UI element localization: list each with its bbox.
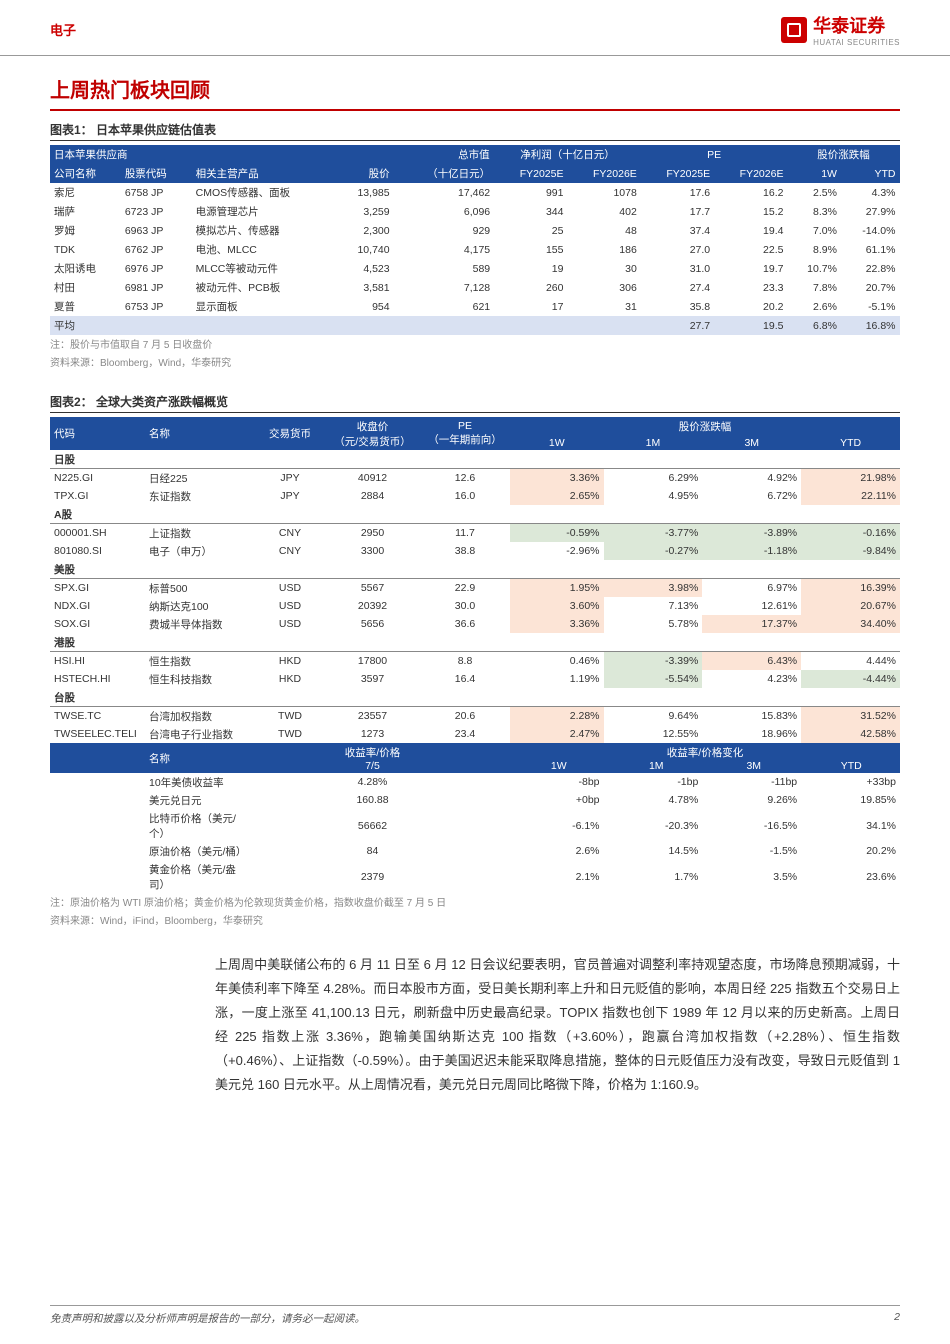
table-row: 夏普6753 JP显示面板954621173135.820.22.6%-5.1% — [50, 297, 900, 316]
body-paragraph: 上周周中美联储公布的 6 月 11 日至 6 月 12 日会议纪要表明，官员普遍… — [215, 953, 900, 1097]
table-row: TWSE.TC台湾加权指数TWD2355720.62.28%9.64%15.83… — [50, 707, 900, 726]
table-row: 原油价格（美元/桶）842.6%14.5%-1.5%20.2% — [50, 842, 900, 860]
t1-grp-supplier: 日本苹果供应商 — [50, 145, 337, 164]
t2-col-name: 名称 — [145, 417, 255, 450]
t1-grp-np: 净利润（十亿日元） — [494, 145, 641, 164]
t2-col-ccy: 交易货币 — [255, 417, 325, 450]
table-row: 瑞萨6723 JP电源管理芯片3,2596,09634440217.715.28… — [50, 202, 900, 221]
brand-name: 华泰证券 — [813, 12, 900, 38]
t1-grp-chg: 股价涨跌幅 — [787, 145, 899, 164]
t2m-ytd: YTD — [803, 760, 901, 772]
table-group-row: 美股 — [50, 560, 900, 579]
t2m-chggrp: 收益率/价格变化 — [510, 745, 900, 760]
t1-col-np26: FY2026E — [567, 164, 640, 183]
table-row: 太阳诱电6976 JPMLCC等被动元件4,523589193031.019.7… — [50, 259, 900, 278]
table-row-avg: 平均27.719.56.8%16.8% — [50, 316, 900, 335]
brand-logo-icon — [781, 17, 807, 43]
table-row: NDX.GI纳斯达克100USD2039230.03.60%7.13%12.61… — [50, 597, 900, 615]
table-row: 罗姆6963 JP模拟芯片、传感器2,300929254837.419.47.0… — [50, 221, 900, 240]
table2-note2: 资料来源：Wind，iFind，Bloomberg，华泰研究 — [50, 915, 900, 929]
table-row: HSI.HI恒生指数HKD178008.80.46%-3.39%6.43%4.4… — [50, 652, 900, 671]
page-number: 2 — [894, 1311, 900, 1326]
t1-grp-mcap: 总市值 — [394, 145, 495, 164]
table1-note2: 资料来源：Bloomberg，Wind，华泰研究 — [50, 357, 900, 371]
t2-col-m3: 3M — [702, 435, 801, 450]
t1-col-price: 股价 — [337, 164, 394, 183]
table-row: 黄金价格（美元/盎司）23792.1%1.7%3.5%23.6% — [50, 860, 900, 893]
t1-grp-pe: PE — [641, 145, 788, 164]
table-row: TDK6762 JP电池、MLCC10,7404,17515518627.022… — [50, 240, 900, 259]
t2-col-m1: 1M — [604, 435, 703, 450]
t2m-m3: 3M — [705, 760, 803, 772]
table-row: TWSEELEC.TELI台湾电子行业指数TWD127323.42.47%12.… — [50, 725, 900, 743]
table-group-row: A股 — [50, 505, 900, 524]
table1-note1: 注：股价与市值取自 7 月 5 日收盘价 — [50, 339, 900, 353]
t1-col-code: 股票代码 — [121, 164, 192, 183]
table-row: 10年美债收益率4.28%-8bp-1bp-11bp+33bp — [50, 773, 900, 791]
table-row: N225.GI日经225JPY4091212.63.36%6.29%4.92%2… — [50, 469, 900, 488]
table2-note1: 注：原油价格为 WTI 原油价格；黄金价格为伦敦现货黄金价格，指数收盘价截至 7… — [50, 897, 900, 911]
table1-caption: 图表1： 日本苹果供应链估值表 — [50, 121, 900, 141]
table-row: 801080.SI电子（申万）CNY330038.8-2.96%-0.27%-1… — [50, 542, 900, 560]
brand-block: 华泰证券 HUATAI SECURITIES — [781, 12, 900, 47]
section-title: 上周热门板块回顾 — [50, 74, 900, 111]
t2-col-close: 收盘价 （元/交易货币） — [325, 417, 420, 450]
table-row: TPX.GI东证指数JPY288416.02.65%4.95%6.72%22.1… — [50, 487, 900, 505]
page-header: 电子 华泰证券 HUATAI SECURITIES — [0, 0, 950, 56]
t1-col-pe26: FY2026E — [714, 164, 787, 183]
t1-col-mcap: （十亿日元） — [394, 164, 495, 183]
t1-col-w1: 1W — [787, 164, 841, 183]
t1-col-ytd: YTD — [841, 164, 900, 183]
table-row: 比特币价格（美元/个）56662-6.1%-20.3%-16.5%34.1% — [50, 809, 900, 842]
table2: 代码 名称 交易货币 收盘价 （元/交易货币） PE （一年期前向） 股价涨跌幅… — [50, 417, 900, 893]
t1-col-np25: FY2025E — [494, 164, 567, 183]
table-group-row: 港股 — [50, 633, 900, 652]
table-row: 000001.SH上证指数CNY295011.7-0.59%-3.77%-3.8… — [50, 524, 900, 543]
brand-sub: HUATAI SECURITIES — [813, 38, 900, 47]
table-row: SOX.GI费城半导体指数USD565636.63.36%5.78%17.37%… — [50, 615, 900, 633]
t1-col-product: 相关主营产品 — [192, 164, 337, 183]
t1-col-pe25: FY2025E — [641, 164, 714, 183]
table-row: HSTECH.HI恒生科技指数HKD359716.41.19%-5.54%4.2… — [50, 670, 900, 688]
table-group-row: 台股 — [50, 688, 900, 707]
table-row: SPX.GI标普500USD556722.91.95%3.98%6.97%16.… — [50, 579, 900, 598]
table-row: 美元兑日元160.88+0bp4.78%9.26%19.85% — [50, 791, 900, 809]
table-group-row: 日股 — [50, 450, 900, 469]
t2-col-pe: PE （一年期前向） — [420, 417, 510, 450]
category-label: 电子 — [50, 20, 76, 39]
page-footer: 免责声明和披露以及分析师声明是报告的一部分，请务必一起阅读。 2 — [50, 1305, 900, 1326]
t2-col-w1: 1W — [510, 435, 604, 450]
disclaimer-text: 免责声明和披露以及分析师声明是报告的一部分，请务必一起阅读。 — [50, 1311, 365, 1326]
t2m-close: 收益率/价格 7/5 — [325, 743, 420, 773]
t1-blank — [337, 145, 394, 164]
t2-col-code: 代码 — [50, 417, 145, 450]
t2m-w1: 1W — [510, 760, 608, 772]
t2m-name: 名称 — [145, 743, 255, 773]
t2m-m1: 1M — [608, 760, 706, 772]
t1-col-name: 公司名称 — [50, 164, 121, 183]
t2-col-ytd: YTD — [801, 435, 900, 450]
table2-caption: 图表2： 全球大类资产涨跌幅概览 — [50, 393, 900, 413]
table1: 日本苹果供应商 总市值 净利润（十亿日元） PE 股价涨跌幅 公司名称 股票代码… — [50, 145, 900, 335]
t2-col-chggrp: 股价涨跌幅 — [510, 417, 900, 435]
table-row: 村田6981 JP被动元件、PCB板3,5817,12826030627.423… — [50, 278, 900, 297]
table-row: 索尼6758 JPCMOS传感器、面板13,98517,462991107817… — [50, 183, 900, 202]
